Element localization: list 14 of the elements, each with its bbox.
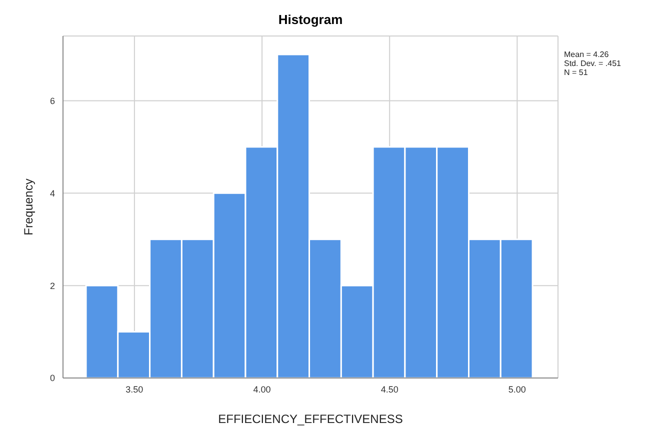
- x-tick-label: 4.50: [380, 384, 398, 394]
- y-tick-label: 6: [50, 96, 55, 106]
- chart-title: Histogram: [277, 12, 344, 27]
- text: Mean = 4.26: [564, 50, 610, 59]
- y-tick-label: 0: [50, 373, 55, 384]
- y-tick-label: 2: [50, 280, 55, 291]
- text: N = 51: [564, 68, 589, 77]
- x-tick-label: 5.00: [508, 384, 526, 394]
- text: Std. Dev. = .451: [564, 59, 621, 68]
- x-tick-label: 3.50: [126, 384, 144, 394]
- y-axis-title: Frequency: [21, 178, 36, 236]
- x-tick-label: 4.00: [253, 384, 271, 394]
- y-tick-label: 4: [50, 188, 55, 198]
- x-axis-title: EFFIECIENCY_EFFECTIVENESS: [218, 412, 403, 426]
